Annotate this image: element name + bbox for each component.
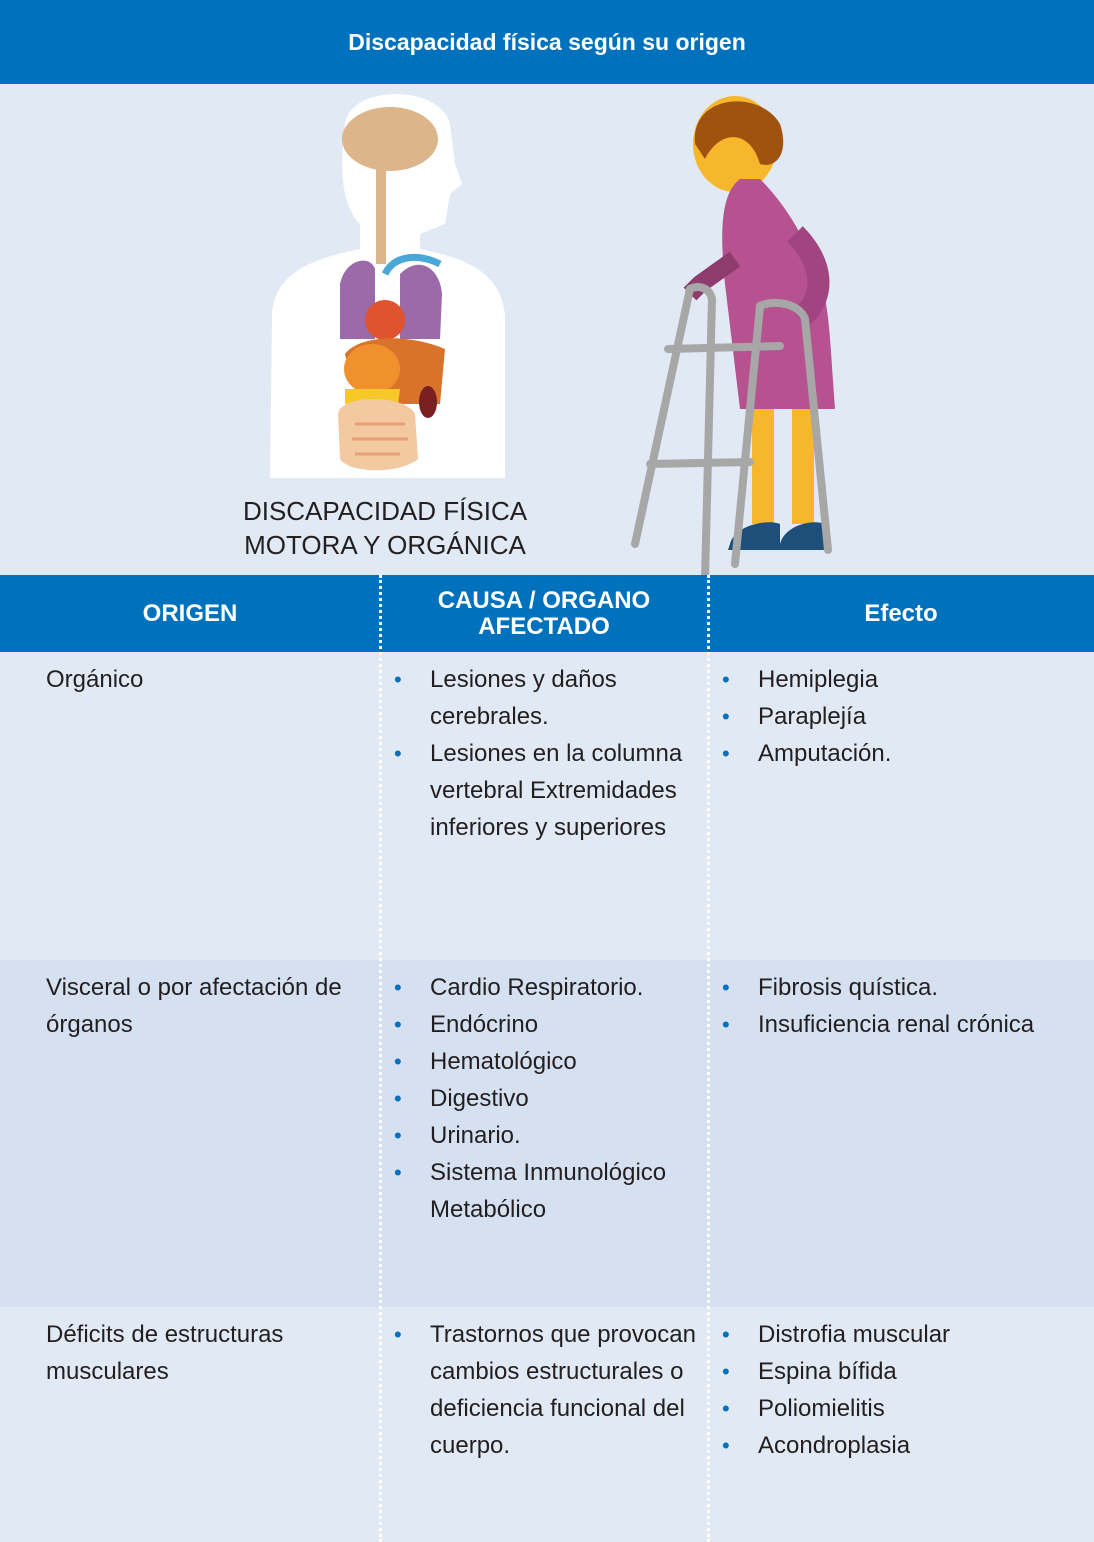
title: Discapacidad física según su origen [0,0,1094,84]
caption-line: MOTORA Y ORGÁNICA [244,530,526,560]
causes-cell: Trastornos que provocan cambios estructu… [380,1307,700,1542]
effects-list: Distrofia muscularEspina bífidaPoliomiel… [708,1316,1094,1464]
caption: DISCAPACIDAD FÍSICA MOTORA Y ORGÁNICA [190,494,580,562]
effects-list: HemiplegiaParaplejíaAmputación. [708,661,1094,772]
body-figure [270,94,505,478]
origin-cell: Orgánico [46,666,144,693]
list-item: Hemiplegia [708,661,1094,698]
causes-list: Cardio Respiratorio.EndócrinoHematológic… [380,969,700,1228]
header-cell: CAUSA / ORGANO AFECTADO [437,586,651,640]
list-item: Fibrosis quística. [708,969,1094,1006]
column-divider [707,575,710,1542]
list-item: Trastornos que provocan cambios estructu… [380,1316,700,1464]
illustration-art [270,94,835,583]
column-divider [379,575,382,1542]
table-row: Orgánico Lesiones y daños cerebrales.Lesi… [0,652,1094,960]
table-header: ORIGEN CAUSA / ORGANO AFECTADO Efecto [0,575,1094,652]
header-cell: ORIGEN [142,599,238,627]
illustration: DISCAPACIDAD FÍSICA MOTORA Y ORGÁNICA [0,84,1094,583]
list-item: Poliomielitis [708,1390,1094,1427]
list-item: Digestivo [380,1080,700,1117]
table-row: Visceral o por afectación de órganos Card… [0,960,1094,1307]
origin-cell: Déficits de estructuras musculares [46,1321,284,1385]
causes-list: Trastornos que provocan cambios estructu… [380,1316,700,1464]
list-item: Urinario. [380,1117,700,1154]
effects-list: Fibrosis quística.Insuficiencia renal cr… [708,969,1094,1043]
causes-cell: Cardio Respiratorio.EndócrinoHematológic… [380,960,700,1307]
header-cell: Efecto [864,599,938,627]
effects-cell: HemiplegiaParaplejíaAmputación. [708,652,1094,960]
list-item: Hematológico [380,1043,700,1080]
caption-line: DISCAPACIDAD FÍSICA [242,496,528,526]
list-item: Endócrino [380,1006,700,1043]
list-item: Lesiones y daños cerebrales. [380,661,700,735]
causes-cell: Lesiones y daños cerebrales.Lesiones en … [380,652,700,960]
woman-figure [631,96,835,583]
list-item: Insuficiencia renal crónica [708,1006,1094,1043]
list-item: Sistema Inmunológico Metabólico [380,1154,700,1228]
effects-cell: Distrofia muscularEspina bífidaPoliomiel… [708,1307,1094,1542]
list-item: Espina bífida [708,1353,1094,1390]
causes-list: Lesiones y daños cerebrales.Lesiones en … [380,661,700,846]
list-item: Paraplejía [708,698,1094,735]
effects-cell: Fibrosis quística.Insuficiencia renal cr… [708,960,1094,1307]
list-item: Acondroplasia [708,1427,1094,1464]
origin-cell: Visceral o por afectación de órganos [46,974,342,1038]
list-item: Distrofia muscular [708,1316,1094,1353]
list-item: Lesiones en la columna vertebral Extremi… [380,735,700,846]
list-item: Amputación. [708,735,1094,772]
list-item: Cardio Respiratorio. [380,969,700,1006]
table-row: Déficits de estructuras musculares Trasto… [0,1307,1094,1542]
